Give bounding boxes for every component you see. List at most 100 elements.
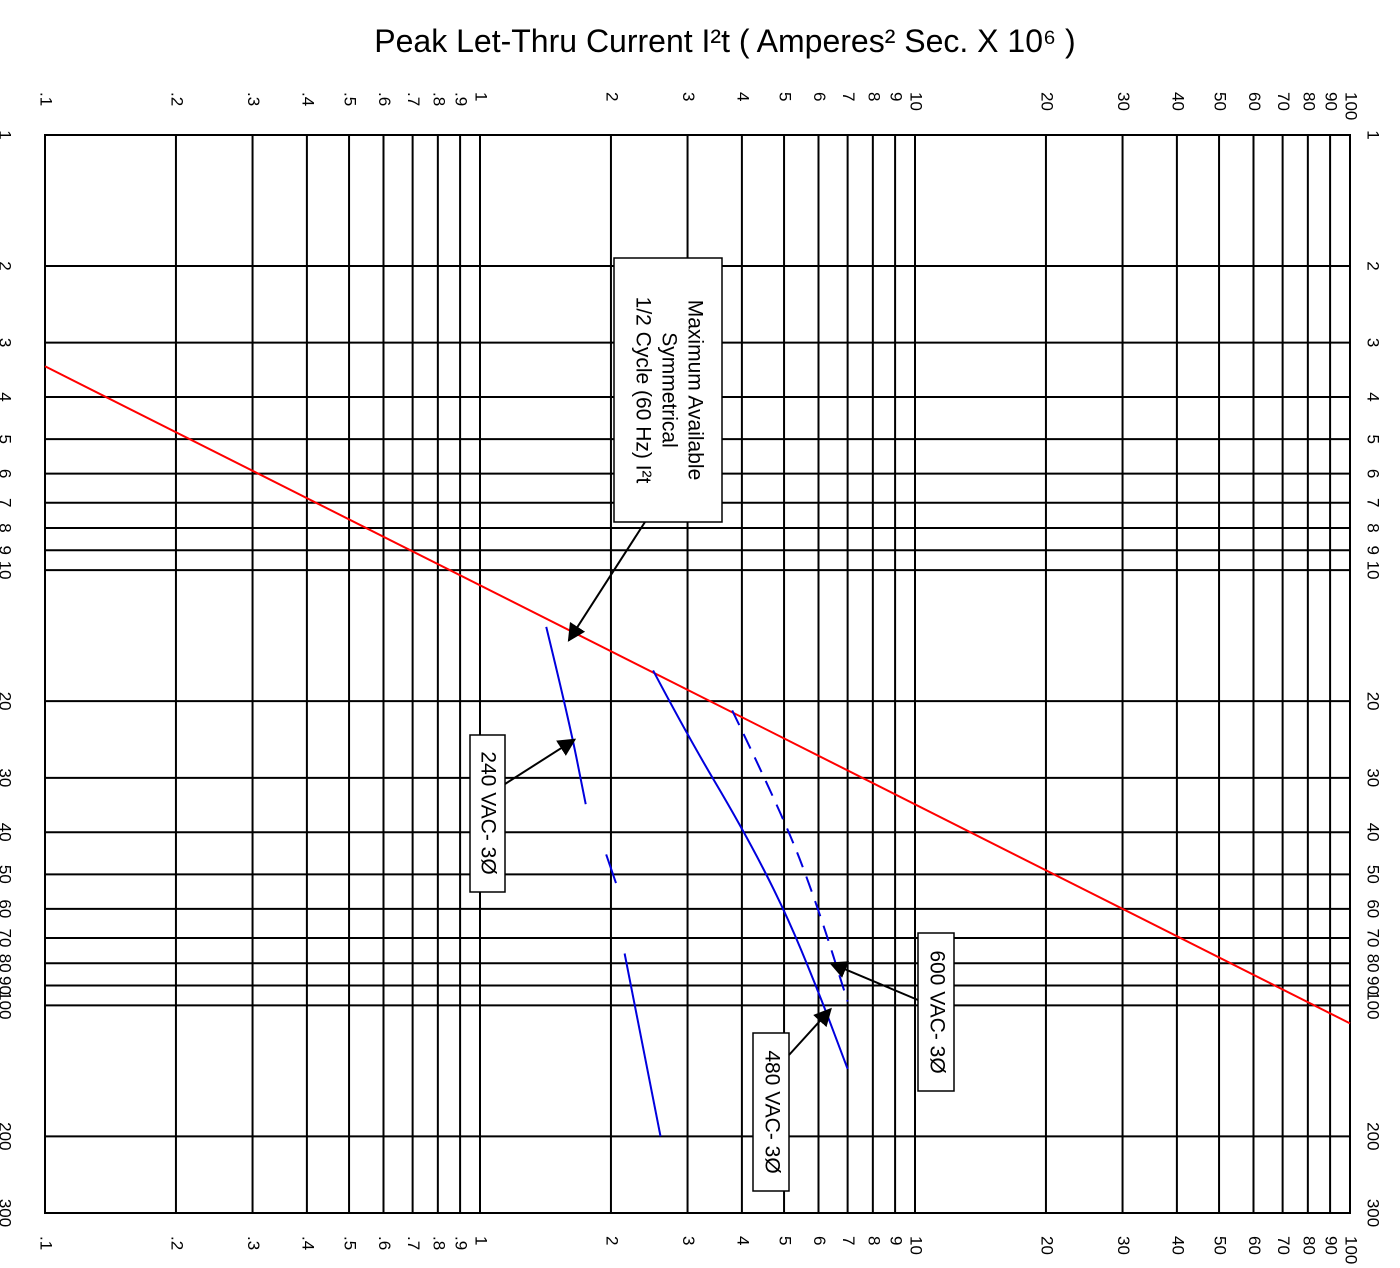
- y-tick-label-right: 4: [1364, 392, 1383, 401]
- annotation-text: Symmetrical: [657, 332, 680, 448]
- x-tick-label-bottom: .5: [341, 1236, 360, 1250]
- x-tick-label-bottom: 90: [1322, 1236, 1341, 1255]
- x-tick-label-bottom: 8: [864, 1236, 883, 1245]
- x-tick-label-top: 7: [839, 92, 858, 101]
- y-tick-label-right: 6: [1364, 469, 1383, 478]
- annotation-arrow: [829, 961, 919, 1001]
- x-tick-label-top: 20: [1037, 92, 1056, 111]
- x-tick-label-bottom: 70: [1274, 1236, 1293, 1255]
- x-tick-label-bottom: 10: [907, 1236, 926, 1255]
- x-tick-label-bottom: 6: [810, 1236, 829, 1245]
- y-tick-label-left: 9: [0, 546, 15, 555]
- y-tick-label-right: 60: [1364, 899, 1383, 918]
- y-tick-label-left: 1: [0, 130, 15, 139]
- y-tick-label-left: 70: [0, 928, 15, 947]
- x-tick-label-top: 30: [1114, 92, 1133, 111]
- chart-title: Peak Let-Thru Current I²t ( Amperes² Sec…: [374, 23, 1075, 59]
- y-tick-label-right: 20: [1364, 692, 1383, 711]
- y-tick-label-left: 6: [0, 469, 15, 478]
- x-tick-label-top: 4: [733, 92, 752, 101]
- x-tick-label-top: 2: [602, 92, 621, 101]
- x-tick-label-top: .7: [404, 92, 423, 106]
- y-tick-label-right: 50: [1364, 865, 1383, 884]
- x-tick-label-bottom: .6: [375, 1236, 394, 1250]
- x-tick-label-bottom: 3: [679, 1236, 698, 1245]
- y-tick-label-right: 9: [1364, 546, 1383, 555]
- annotation-box: [752, 1032, 790, 1192]
- y-tick-label-left: 60: [0, 899, 15, 918]
- y-tick-label-right: 70: [1364, 928, 1383, 947]
- y-tick-label-left: 100: [0, 991, 15, 1019]
- x-tick-label-bottom: 80: [1299, 1236, 1318, 1255]
- annotation-box: [917, 932, 955, 1092]
- x-tick-label-bottom: 9: [887, 1236, 906, 1245]
- annotation-text: 600 VAC- 3Ø: [925, 950, 948, 1073]
- x-tick-label-bottom: 20: [1037, 1236, 1056, 1255]
- curves: [44, 365, 1351, 1137]
- y-tick-label-left: 80: [0, 954, 15, 973]
- annotation-240-note: 240 VAC- 3Ø: [469, 734, 577, 893]
- x-tick-label-bottom: .7: [404, 1236, 423, 1250]
- annotation-text: Maximum Available: [683, 300, 706, 481]
- y-tick-label-right: 2: [1364, 261, 1383, 270]
- x-tick-label-top: 10: [907, 92, 926, 111]
- y-tick-label-right: 80: [1364, 954, 1383, 973]
- y-tick-label-right: 40: [1364, 823, 1383, 842]
- x-tick-label-top: 90: [1322, 92, 1341, 111]
- x-tick-label-top: 60: [1245, 92, 1264, 111]
- curve-600vac: [731, 709, 849, 1002]
- x-tick-label-bottom: .3: [244, 1236, 263, 1250]
- x-tick-label-bottom: 4: [733, 1236, 752, 1245]
- y-tick-label-right: 7: [1364, 498, 1383, 507]
- x-tick-label-top: .4: [298, 92, 317, 106]
- curve-480vac: [652, 670, 849, 1070]
- y-tick-label-right: 3: [1364, 338, 1383, 347]
- x-tick-label-bottom: 2: [602, 1236, 621, 1245]
- x-tick-label-top: 100: [1342, 92, 1361, 120]
- annotation-text: 480 VAC- 3Ø: [760, 1050, 783, 1173]
- x-tick-label-bottom: 100: [1342, 1236, 1361, 1264]
- x-tick-label-bottom: .9: [452, 1236, 471, 1250]
- y-tick-label-left: 50: [0, 865, 15, 884]
- annotation-arrow: [504, 738, 577, 785]
- tick-labels: .1.1.2.2.3.3.4.4.5.5.6.6.7.7.8.8.9.91122…: [0, 92, 1383, 1264]
- x-tick-label-top: .3: [244, 92, 263, 106]
- x-tick-label-top: .8: [429, 92, 448, 106]
- y-tick-label-right: 30: [1364, 768, 1383, 787]
- y-tick-label-left: 40: [0, 823, 15, 842]
- y-tick-label-right: 8: [1364, 523, 1383, 532]
- x-tick-label-top: .2: [167, 92, 186, 106]
- y-tick-label-left: 10: [0, 561, 15, 580]
- x-tick-label-bottom: .1: [37, 1236, 56, 1250]
- x-tick-label-bottom: .4: [298, 1236, 317, 1250]
- annotation-arrow: [567, 521, 646, 642]
- y-tick-label-right: 5: [1364, 434, 1383, 443]
- x-tick-label-top: 40: [1168, 92, 1187, 111]
- x-tick-label-bottom: 5: [776, 1236, 795, 1245]
- x-tick-label-top: .9: [452, 92, 471, 106]
- curve-240vac-c: [623, 953, 662, 1137]
- y-tick-label-right: 300: [1364, 1199, 1383, 1227]
- curve-240vac: [545, 626, 587, 805]
- y-tick-label-right: 100: [1364, 991, 1383, 1019]
- y-tick-label-left: 200: [0, 1122, 15, 1150]
- y-tick-label-left: 30: [0, 768, 15, 787]
- x-tick-label-top: 50: [1211, 92, 1230, 111]
- x-tick-label-top: 80: [1299, 92, 1318, 111]
- y-tick-label-right: 1: [1364, 130, 1383, 139]
- x-tick-label-bottom: 40: [1168, 1236, 1187, 1255]
- x-tick-label-top: 5: [776, 92, 795, 101]
- y-tick-label-left: 7: [0, 498, 15, 507]
- x-tick-label-top: .5: [341, 92, 360, 106]
- annotation-text: 240 VAC- 3Ø: [476, 751, 499, 874]
- x-tick-label-top: 6: [810, 92, 829, 101]
- x-tick-label-top: 70: [1274, 92, 1293, 111]
- plot-border: [44, 134, 1351, 1214]
- x-tick-label-bottom: .2: [167, 1236, 186, 1250]
- annotation-box: [469, 734, 506, 893]
- x-tick-label-top: 9: [887, 92, 906, 101]
- annotation-480-note: 480 VAC- 3Ø: [752, 1007, 832, 1192]
- y-tick-label-left: 8: [0, 523, 15, 532]
